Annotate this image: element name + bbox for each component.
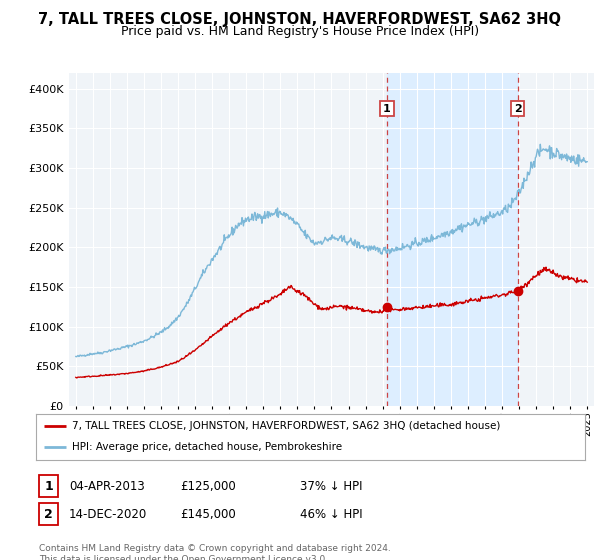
Text: 14-DEC-2020: 14-DEC-2020 [69, 507, 147, 521]
Text: Contains HM Land Registry data © Crown copyright and database right 2024.
This d: Contains HM Land Registry data © Crown c… [39, 544, 391, 560]
Text: 46% ↓ HPI: 46% ↓ HPI [300, 507, 362, 521]
Text: 7, TALL TREES CLOSE, JOHNSTON, HAVERFORDWEST, SA62 3HQ: 7, TALL TREES CLOSE, JOHNSTON, HAVERFORD… [38, 12, 562, 27]
Text: 1: 1 [383, 104, 391, 114]
Text: 1: 1 [44, 479, 53, 493]
Text: £125,000: £125,000 [180, 479, 236, 493]
Text: HPI: Average price, detached house, Pembrokeshire: HPI: Average price, detached house, Pemb… [71, 442, 342, 452]
Text: 2: 2 [44, 507, 53, 521]
Text: Price paid vs. HM Land Registry's House Price Index (HPI): Price paid vs. HM Land Registry's House … [121, 25, 479, 38]
Text: 04-APR-2013: 04-APR-2013 [69, 479, 145, 493]
Text: 2: 2 [514, 104, 521, 114]
Text: 7, TALL TREES CLOSE, JOHNSTON, HAVERFORDWEST, SA62 3HQ (detached house): 7, TALL TREES CLOSE, JOHNSTON, HAVERFORD… [71, 421, 500, 431]
Text: 37% ↓ HPI: 37% ↓ HPI [300, 479, 362, 493]
Text: £145,000: £145,000 [180, 507, 236, 521]
Bar [387, 73, 518, 406]
